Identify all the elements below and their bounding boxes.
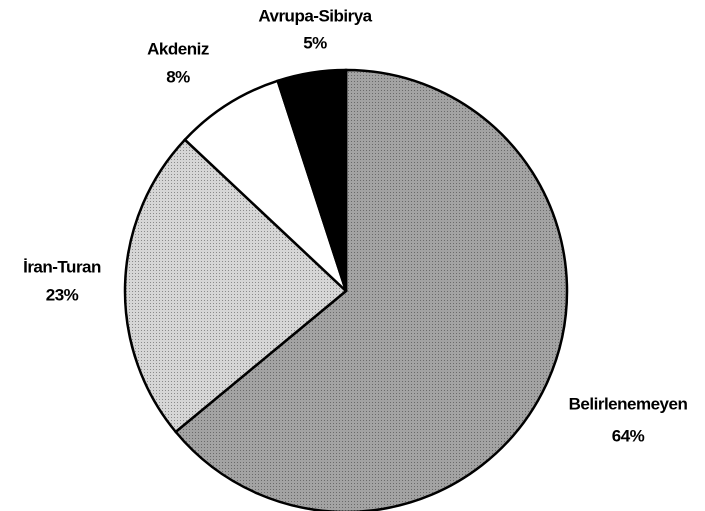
pie-slice (276, 68, 348, 292)
pie (123, 68, 569, 511)
slice-value-label: 64% (612, 426, 645, 445)
slice-value-label: 5% (303, 33, 327, 52)
slice-label: İran-Turan (23, 257, 101, 276)
slice-label: Akdeniz (147, 39, 209, 58)
labels: Belirlenemeyen 64% İran-Turan 23% Akdeniz 8% A… (23, 6, 688, 445)
slice-value-label: 23% (46, 285, 79, 304)
slice-texture (175, 70, 567, 511)
slice-label: Belirlenemeyen (569, 394, 688, 413)
pie-slice (183, 79, 348, 292)
slice-label: Avrupa-Sibirya (258, 6, 372, 25)
slice-value-label: 8% (166, 67, 190, 86)
slice-texture (125, 139, 346, 432)
